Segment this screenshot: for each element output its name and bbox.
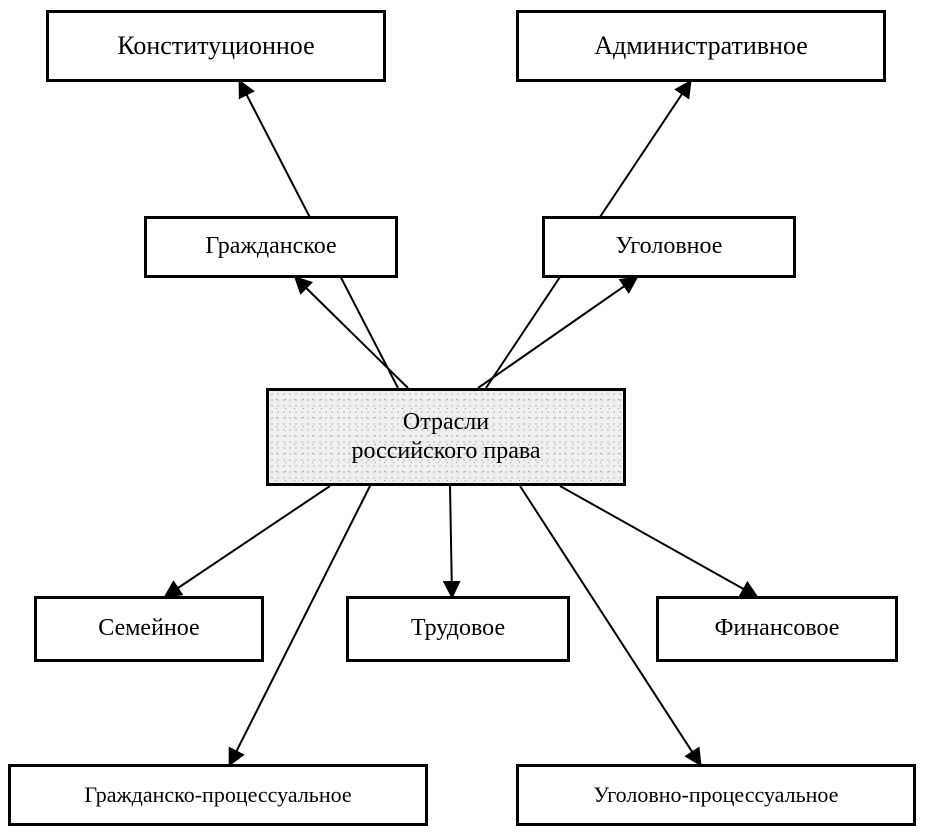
node-criminal: Уголовное — [542, 216, 796, 278]
center-node: Отрасли российского права — [266, 388, 626, 486]
edge — [296, 278, 408, 388]
node-financial: Финансовое — [656, 596, 898, 662]
diagram-canvas: Отрасли российского права Конституционно… — [0, 0, 933, 835]
node-labor: Трудовое — [346, 596, 570, 662]
node-constitutional: Конституционное — [46, 10, 386, 82]
edge — [560, 486, 756, 596]
edge — [450, 486, 452, 596]
node-administrative: Административное — [516, 10, 886, 82]
node-family: Семейное — [34, 596, 264, 662]
edge — [166, 486, 330, 596]
node-civil: Гражданское — [144, 216, 398, 278]
edge — [478, 278, 636, 388]
node-civil-procedural: Гражданско-процессуальное — [8, 764, 428, 826]
node-criminal-procedural: Уголовно-процессуальное — [516, 764, 916, 826]
